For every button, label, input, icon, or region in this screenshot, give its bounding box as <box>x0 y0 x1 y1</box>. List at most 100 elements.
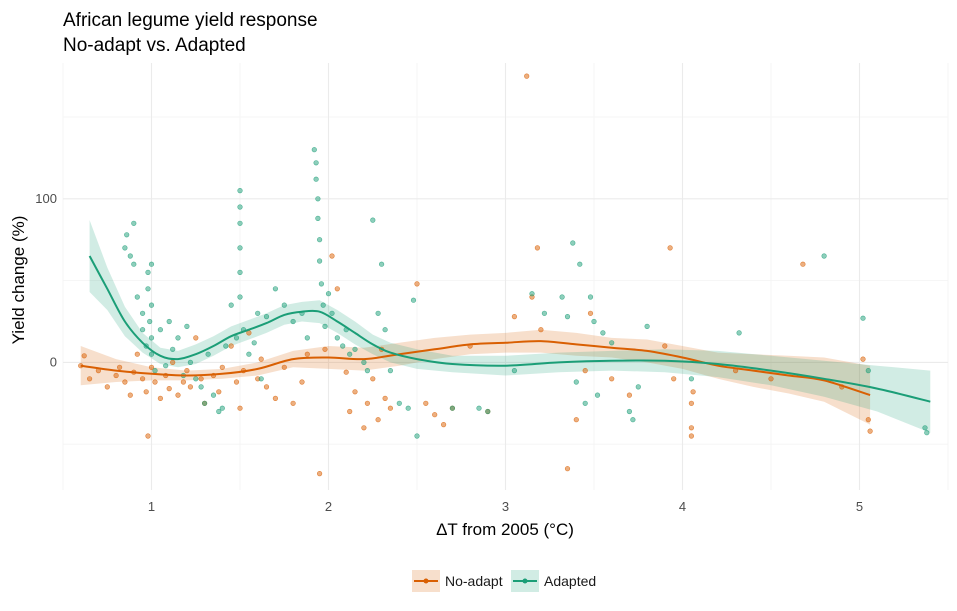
point-no-adapt <box>423 400 429 406</box>
point-adapted <box>317 258 323 264</box>
point-no-adapt <box>538 327 544 333</box>
legend-item-adapted: Adapted <box>511 570 596 592</box>
point-adapted <box>255 310 261 316</box>
point-no-adapt <box>170 359 176 366</box>
point-no-adapt <box>667 245 673 251</box>
point-adapted <box>318 281 325 287</box>
point-no-adapt <box>127 392 133 398</box>
point-adapted <box>237 245 243 251</box>
point-no-adapt <box>688 400 695 406</box>
point-no-adapt <box>564 466 571 472</box>
legend: No-adapt Adapted <box>412 570 596 592</box>
point-adapted <box>387 368 394 374</box>
point-adapted <box>922 425 928 431</box>
point-no-adapt <box>582 368 588 374</box>
point-adapted <box>145 269 151 276</box>
point-adapted <box>170 346 176 352</box>
point-adapted <box>272 286 279 292</box>
point-adapted <box>131 220 137 226</box>
point-adapted <box>122 245 128 251</box>
point-no-adapt <box>690 389 696 395</box>
point-adapted <box>405 405 411 411</box>
point-no-adapt <box>352 389 358 395</box>
point-no-adapt <box>609 376 615 382</box>
y-axis-ticks: 0 100 <box>35 191 57 370</box>
point-no-adapt <box>140 376 146 382</box>
point-adapted <box>147 318 153 325</box>
point-no-adapt <box>662 343 668 349</box>
point-adapted <box>152 368 158 374</box>
point-adapted <box>184 323 190 330</box>
point-adapted <box>570 240 576 246</box>
point-no-adapt <box>152 379 158 385</box>
point-no-adapt <box>867 428 873 434</box>
point-no-adapt <box>145 433 151 439</box>
confidence-band-adapted <box>89 220 931 433</box>
point-adapted <box>223 343 229 349</box>
point-adapted <box>290 318 296 325</box>
x-tick-label: 1 <box>148 499 155 514</box>
point-adapted <box>334 335 340 341</box>
point-adapted <box>396 400 402 406</box>
point-adapted <box>202 400 208 406</box>
point-adapted <box>688 376 695 382</box>
point-adapted <box>573 379 579 385</box>
point-adapted <box>317 237 323 243</box>
point-adapted <box>124 232 130 238</box>
point-adapted <box>329 310 335 316</box>
point-adapted <box>379 261 385 267</box>
point-no-adapt <box>81 353 87 359</box>
point-adapted <box>148 302 155 308</box>
fit-line-no-adapt <box>80 340 871 397</box>
point-adapted <box>322 323 328 330</box>
x-tick-label: 5 <box>856 499 863 514</box>
confidence-band-no-adapt <box>80 329 871 425</box>
point-adapted <box>559 294 565 300</box>
point-adapted <box>198 384 204 390</box>
point-adapted <box>361 359 367 366</box>
point-no-adapt <box>387 405 394 411</box>
point-no-adapt <box>134 351 140 357</box>
point-adapted <box>414 433 420 439</box>
legend-dot-no-adapt <box>423 578 429 584</box>
point-adapted <box>166 318 172 325</box>
y-axis-title: Yield change (%) <box>9 216 28 345</box>
point-adapted <box>210 392 217 398</box>
point-no-adapt <box>157 395 163 402</box>
grid-major <box>63 63 948 490</box>
point-adapted <box>626 408 633 415</box>
point-adapted <box>630 417 636 423</box>
point-adapted <box>375 310 381 316</box>
point-adapted <box>924 430 930 436</box>
point-adapted <box>140 310 146 316</box>
point-no-adapt <box>334 286 340 292</box>
plot-panel <box>62 63 949 490</box>
point-no-adapt <box>143 389 149 395</box>
x-axis-ticks: 1 2 3 4 5 <box>148 499 863 514</box>
point-no-adapt <box>180 379 186 385</box>
point-adapted <box>485 408 491 415</box>
point-no-adapt <box>865 417 871 423</box>
point-no-adapt <box>626 392 633 398</box>
point-adapted <box>148 351 155 357</box>
point-adapted <box>237 294 243 300</box>
point-no-adapt <box>671 376 677 382</box>
point-adapted <box>529 291 535 297</box>
point-no-adapt <box>364 400 371 406</box>
point-adapted <box>315 215 321 221</box>
point-no-adapt <box>322 346 328 352</box>
point-no-adapt <box>104 384 110 390</box>
point-no-adapt <box>233 379 240 385</box>
point-adapted <box>251 340 257 346</box>
fit-line-adapted <box>88 255 931 403</box>
point-no-adapt <box>860 356 866 362</box>
point-no-adapt <box>414 281 420 287</box>
point-no-adapt <box>524 73 530 79</box>
point-no-adapt <box>237 405 243 411</box>
point-adapted <box>237 204 243 210</box>
point-adapted <box>352 346 358 352</box>
point-no-adapt <box>304 351 310 357</box>
point-no-adapt <box>370 376 376 382</box>
point-no-adapt <box>441 422 447 428</box>
